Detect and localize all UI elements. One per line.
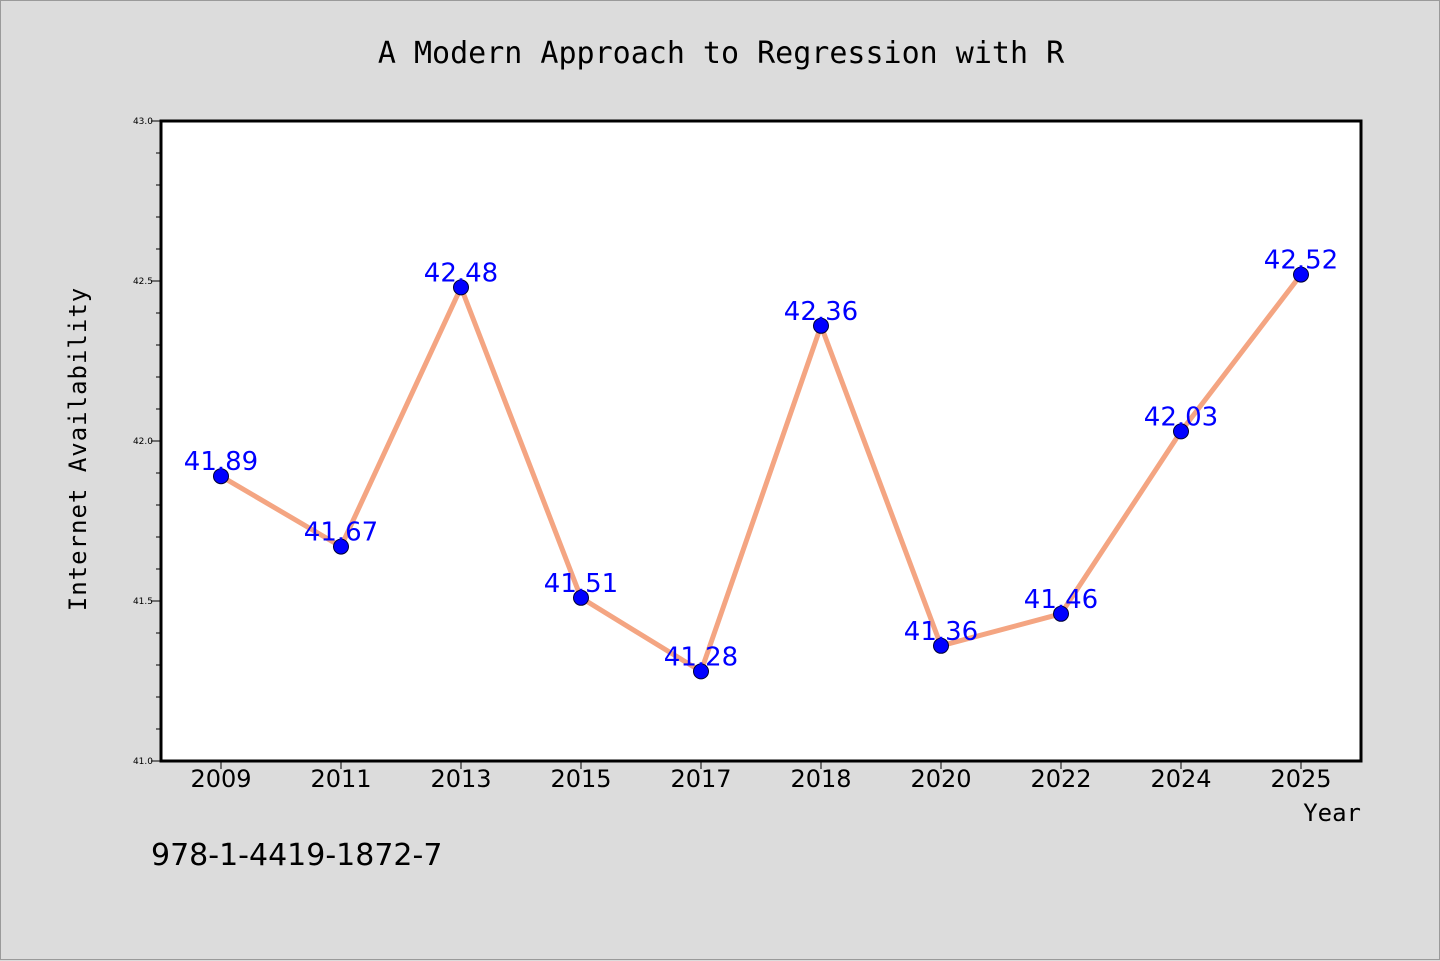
data-point-marker: [573, 589, 589, 606]
data-point-marker: [1173, 423, 1189, 440]
data-label: 42.48: [424, 258, 498, 288]
plot-area: [161, 121, 1361, 761]
x-axis-label: Year: [1303, 799, 1361, 827]
y-tick-label: 41.5: [133, 597, 153, 607]
data-point-marker: [213, 468, 229, 485]
data-labels: 41.89 41.67 42.48 41.51 41.28 42.36 41.36 41.46…: [184, 246, 1338, 673]
data-label: 41.28: [664, 642, 738, 672]
data-point-marker: [1053, 605, 1069, 622]
y-axis-label: Internet Availability: [64, 287, 92, 611]
data-markers: [213, 266, 1309, 680]
chart-title: A Modern Approach to Regression with R: [378, 36, 1065, 71]
data-label: 41.46: [1024, 585, 1098, 615]
y-tick-label: 42.5: [133, 277, 153, 287]
data-label: 41.89: [184, 447, 258, 477]
data-point-marker: [333, 538, 349, 555]
data-point-marker: [693, 663, 709, 680]
data-point-marker: [813, 317, 829, 334]
data-point-marker: [1293, 266, 1309, 283]
x-tick-label: 2009: [190, 765, 251, 793]
x-tick-label: 2017: [670, 765, 731, 793]
y-axis-ticks: 41.0 41.5 42.0 42.5 43.0: [133, 117, 161, 767]
y-tick-label: 43.0: [133, 117, 153, 127]
y-tick-label: 41.0: [133, 757, 153, 767]
data-label: 41.51: [544, 569, 618, 599]
x-tick-label: 2020: [910, 765, 971, 793]
series-line: [218, 272, 1304, 674]
data-label: 42.36: [784, 297, 858, 327]
x-tick-label: 2024: [1150, 765, 1211, 793]
x-tick-label: 2011: [310, 765, 371, 793]
data-label: 41.36: [904, 617, 978, 647]
x-tick-label: 2015: [550, 765, 611, 793]
x-axis-ticks: 2009 2011 2013 2015 2017 2018 2020 2022 2024 2025: [190, 761, 1332, 793]
data-point-marker: [933, 637, 949, 654]
data-label: 42.52: [1264, 246, 1338, 276]
data-point-marker: [453, 279, 469, 296]
isbn-annotation: 978-1-4419-1872-7: [151, 838, 442, 873]
x-tick-label: 2018: [790, 765, 851, 793]
plot-frame: [159, 119, 1363, 763]
x-tick-label: 2025: [1270, 765, 1331, 793]
data-label: 41.67: [304, 518, 378, 548]
data-label: 42.03: [1144, 402, 1218, 432]
x-tick-label: 2013: [430, 765, 491, 793]
x-tick-label: 2022: [1030, 765, 1091, 793]
y-tick-label: 42.0: [133, 437, 153, 447]
